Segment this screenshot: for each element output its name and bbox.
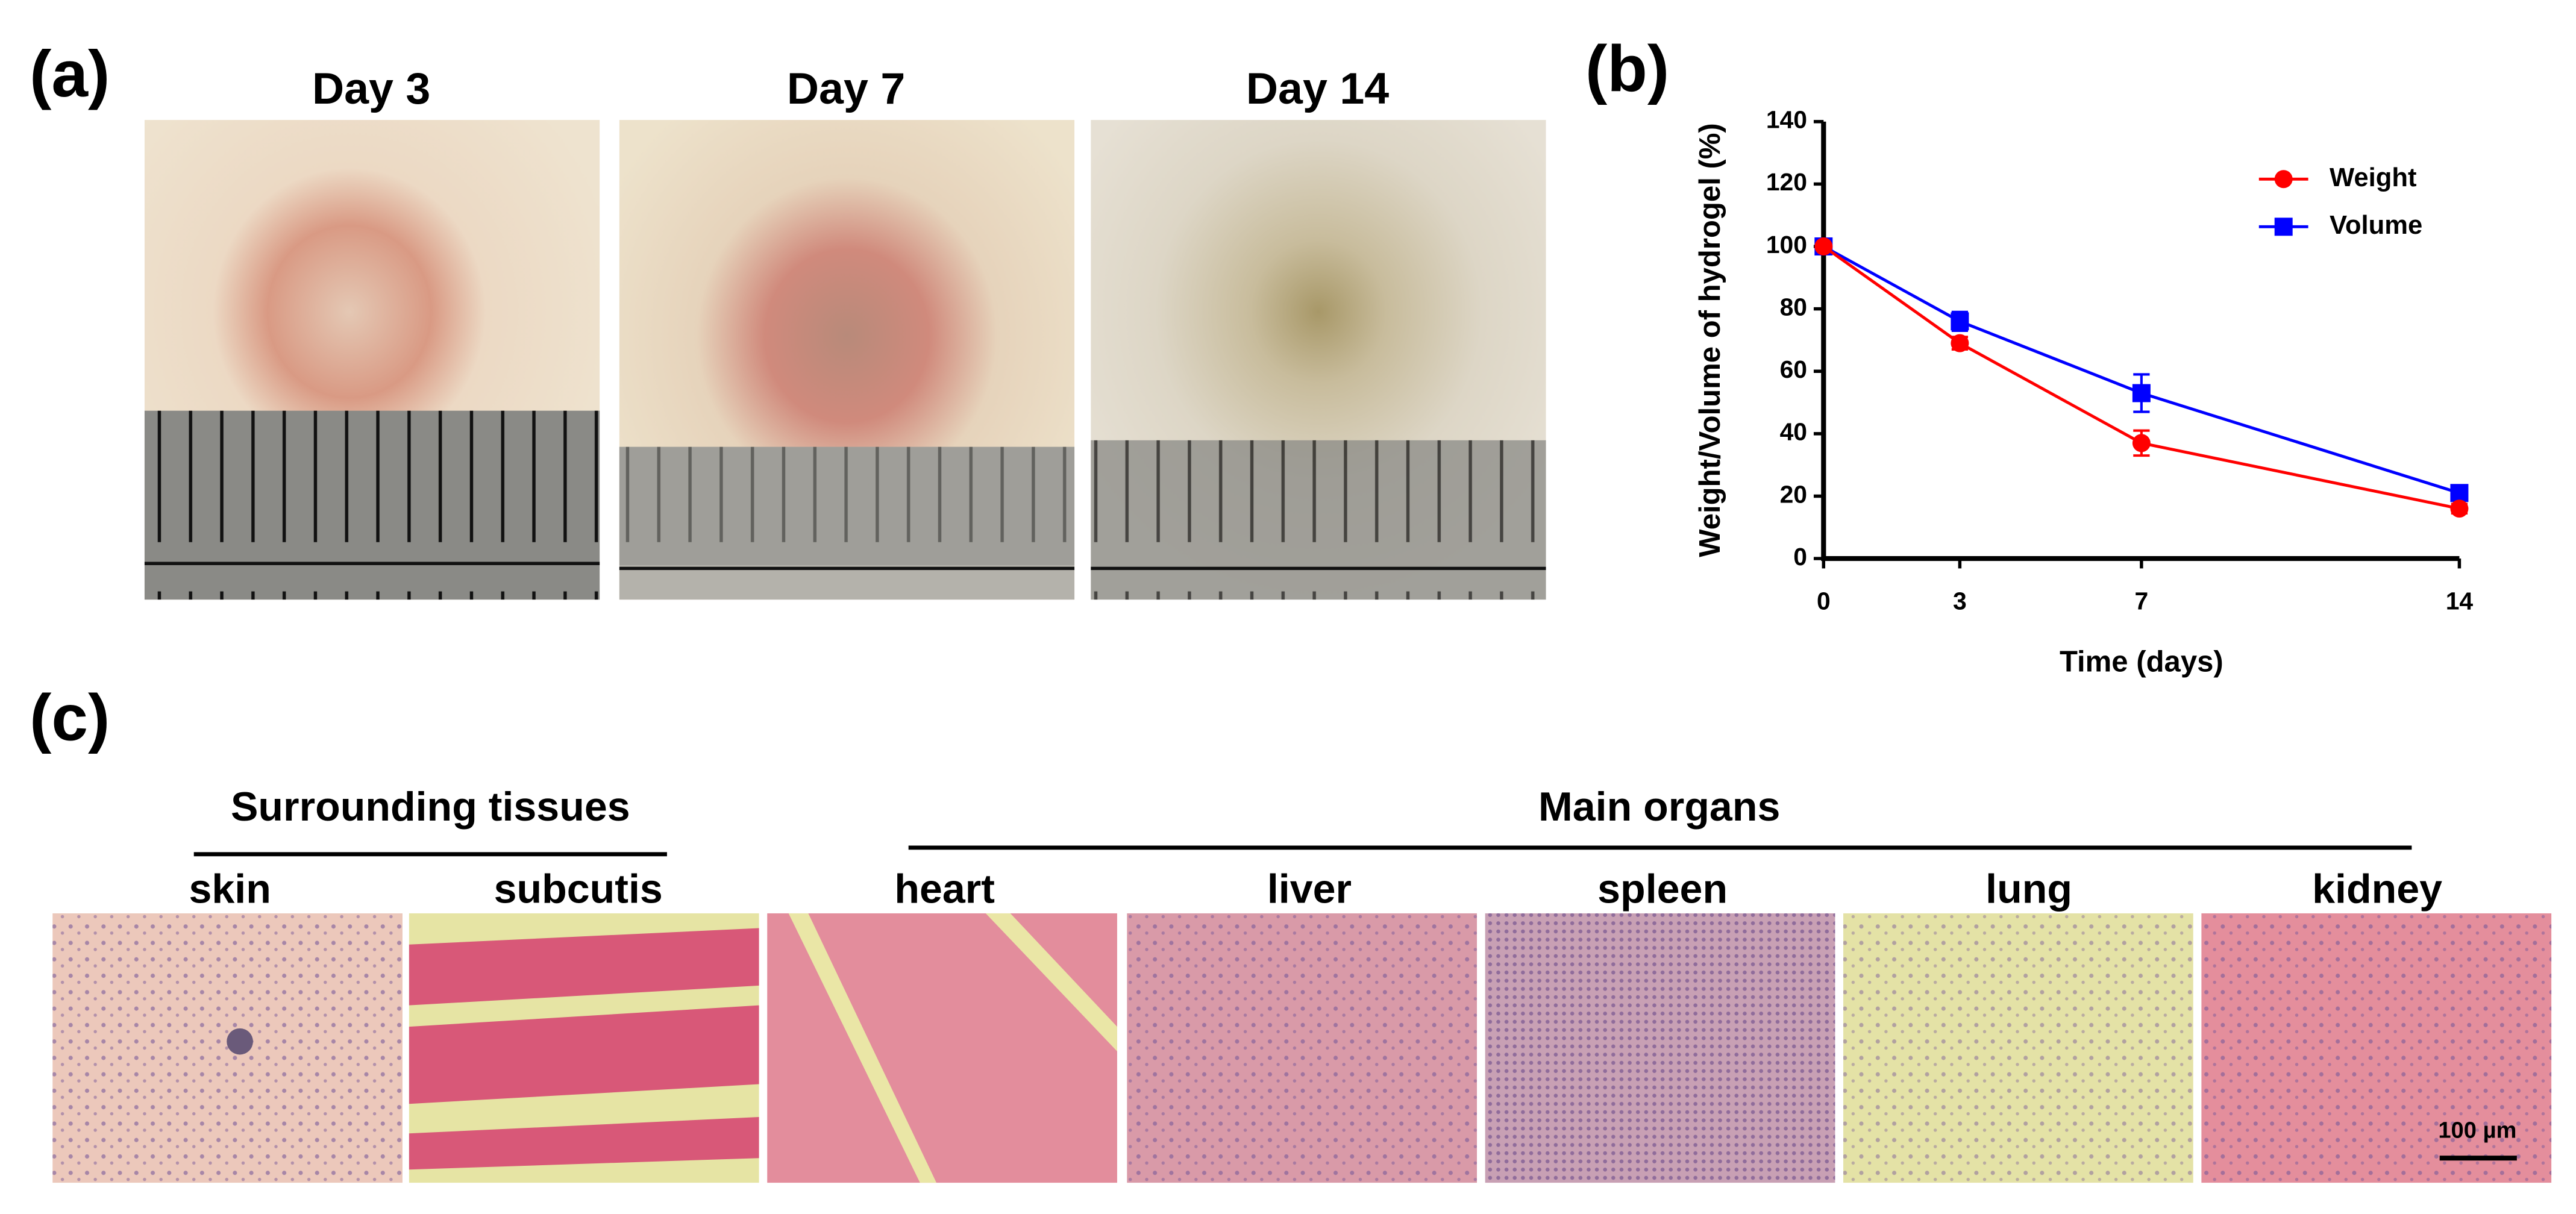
y-tick-label: 60 [1780,355,1807,383]
photo-day3 [144,120,600,600]
x-tick-label: 0 [1817,587,1831,615]
y-tick-label: 80 [1780,293,1807,321]
legend-label: Volume [2330,211,2422,240]
day-label: Day 14 [1246,63,1389,113]
day-label: Day 3 [312,63,430,113]
x-axis-label: Time (days) [2060,646,2223,678]
group-title: Surrounding tissues [231,784,630,830]
tissue-label: heart [894,866,995,912]
data-point [2132,384,2151,402]
data-point [2450,484,2469,502]
x-tick-label: 14 [2446,587,2474,615]
data-point [1951,312,1969,331]
axes [1821,121,2460,562]
legend-marker [2274,217,2293,236]
photo-day14 [1091,120,1546,600]
y-tick-label: 140 [1766,106,1807,134]
y-tick-label: 100 [1766,231,1807,258]
data-point [2132,434,2151,452]
data-point [2450,499,2469,518]
x-tick-label: 3 [1953,587,1967,615]
scale-bar-label: 100 µm [2438,1118,2516,1144]
y-tick-label: 20 [1780,480,1807,508]
y-tick-label: 40 [1780,418,1807,446]
panel-label: (c) [30,681,110,755]
tissue-label: subcutis [494,866,663,912]
data-point [1951,334,1969,352]
legend-marker [2274,170,2293,189]
day-label: Day 7 [787,63,905,113]
y-axis-label: Weight/Volume of hydrogel (%) [1694,123,1726,557]
data-point [1814,237,1833,256]
tissue-label: kidney [2312,866,2442,912]
y-tick-label: 0 [1793,543,1807,571]
tissue-images [52,913,2552,1183]
x-tick-label: 7 [2134,587,2148,615]
legend-label: Weight [2330,163,2417,192]
series-line [1822,245,2460,510]
panel-label: (b) [1585,33,1669,106]
photo-day7 [619,120,1075,600]
tissue-label: skin [189,866,271,912]
tissue-label: spleen [1597,866,1728,912]
group-title: Main organs [1538,784,1780,830]
series-line [1823,245,2460,495]
tissue-label: lung [1985,866,2072,912]
y-tick-label: 120 [1766,168,1807,196]
panel-label: (a) [30,37,110,111]
tissue-label: liver [1267,866,1352,912]
